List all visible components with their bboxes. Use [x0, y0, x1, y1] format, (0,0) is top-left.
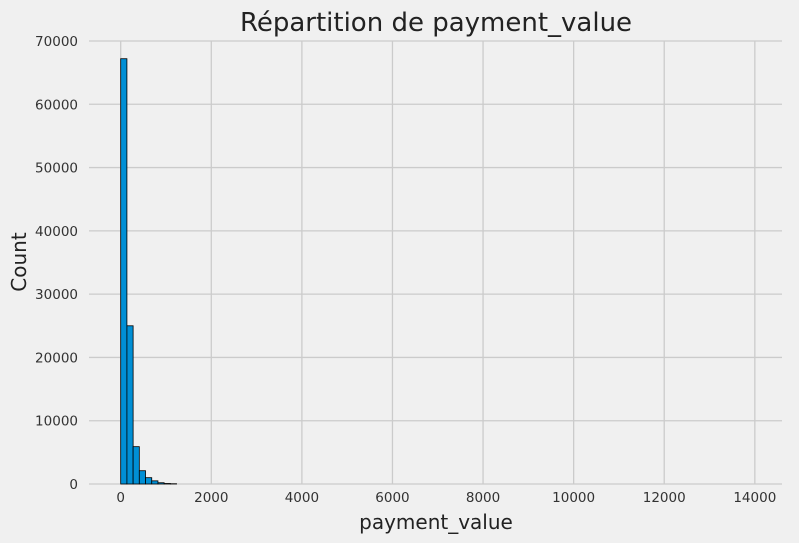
- y-axis-label: Count: [7, 232, 31, 292]
- x-tick-label: 10000: [552, 490, 595, 506]
- y-tick-label: 60000: [35, 97, 78, 113]
- x-tick-label: 14000: [733, 490, 776, 506]
- x-tick-label: 4000: [285, 490, 319, 506]
- x-tick-label: 8000: [466, 490, 500, 506]
- histogram-bar: [163, 483, 171, 485]
- x-tick-label: 6000: [375, 490, 409, 506]
- y-tick-label: 50000: [35, 161, 78, 177]
- histogram-bar: [132, 446, 140, 485]
- histogram-bar: [145, 477, 153, 485]
- x-tick-labels: 0 2000 4000 6000 8000 10000 12000 14000: [116, 490, 776, 506]
- y-tick-label: 40000: [35, 224, 78, 240]
- y-tick-label: 0: [69, 477, 78, 493]
- histogram-bars: [120, 58, 177, 485]
- chart-title: Répartition de payment_value: [240, 8, 632, 38]
- histogram-bar: [120, 58, 128, 485]
- x-axis-label: payment_value: [359, 510, 513, 534]
- y-tick-label: 30000: [35, 287, 78, 303]
- x-tick-label: 0: [116, 490, 125, 506]
- histogram-bar: [157, 482, 165, 485]
- y-tick-label: 70000: [35, 34, 78, 50]
- histogram-bar: [151, 480, 159, 485]
- histogram-bar: [138, 470, 146, 485]
- grid-lines: [89, 40, 782, 485]
- x-tick-label: 2000: [194, 490, 228, 506]
- histogram-bar: [126, 325, 134, 485]
- x-tick-label: 12000: [643, 490, 686, 506]
- y-tick-labels: 0 10000 20000 30000 40000 50000 60000 70000: [35, 34, 78, 493]
- y-tick-label: 20000: [35, 350, 78, 366]
- y-tick-label: 10000: [35, 414, 78, 430]
